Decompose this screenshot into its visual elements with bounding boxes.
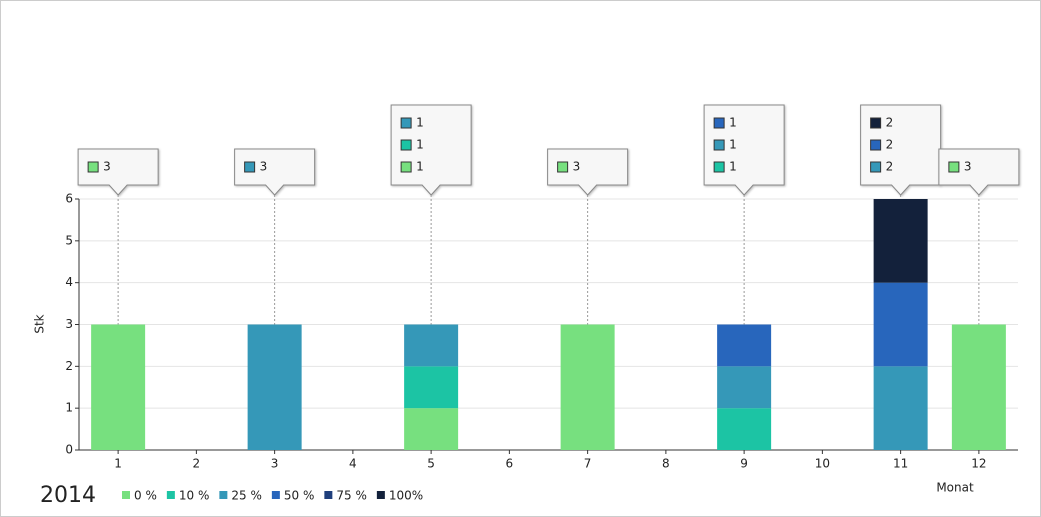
tooltip-swatch — [713, 161, 725, 173]
data-label: 2 — [886, 138, 894, 152]
tooltip-box — [77, 148, 159, 196]
tooltip: 1 1 1 — [703, 104, 785, 196]
bar-segment — [717, 408, 772, 450]
x-tick-label: 6 — [506, 457, 514, 471]
legend-label: 0 % — [134, 489, 157, 503]
bar-segment — [247, 324, 302, 450]
legend-swatch — [376, 491, 385, 499]
tooltip: 1 1 1 — [390, 104, 472, 196]
tooltip-swatch — [87, 161, 99, 173]
bar-segment — [873, 199, 928, 283]
x-tick-label: 5 — [427, 457, 435, 471]
tooltip-swatch — [870, 117, 882, 129]
legend-swatch — [166, 491, 175, 499]
bar-segment — [951, 324, 1006, 450]
legend-label: 10 % — [179, 489, 210, 503]
x-axis-label: Monat — [936, 481, 974, 495]
data-label: 3 — [260, 160, 268, 174]
data-label: 1 — [729, 138, 737, 152]
data-label: 1 — [729, 160, 737, 174]
x-tick-label: 12 — [971, 457, 986, 471]
y-tick-label: 3 — [65, 317, 73, 331]
x-tick-label: 9 — [740, 457, 748, 471]
y-tick-label: 5 — [65, 233, 73, 247]
x-tick-label: 2 — [193, 457, 201, 471]
data-label: 3 — [103, 160, 111, 174]
y-tick-label: 6 — [65, 192, 73, 206]
data-label: 2 — [886, 116, 894, 130]
tooltip-swatch — [400, 161, 412, 173]
tooltip-swatch — [713, 139, 725, 151]
tooltip-swatch — [244, 161, 256, 173]
data-label: 1 — [729, 116, 737, 130]
legend-swatch — [122, 491, 130, 499]
bar-segment — [717, 366, 772, 409]
data-label: 3 — [964, 160, 972, 174]
legend-swatch — [219, 491, 228, 499]
bar-segment — [404, 408, 459, 450]
bar-segment — [404, 366, 459, 409]
data-label: 1 — [416, 116, 424, 130]
tooltip: 3 — [547, 148, 629, 196]
tooltip-swatch — [557, 161, 569, 173]
tooltip-swatch — [948, 161, 960, 173]
data-label: 1 — [416, 138, 424, 152]
y-tick-label: 2 — [65, 359, 73, 373]
data-label: 1 — [416, 160, 424, 174]
legend-label: 75 % — [336, 489, 367, 503]
tooltip: 2 2 2 — [860, 104, 942, 196]
x-tick-label: 4 — [349, 457, 357, 471]
tooltip-swatch — [400, 139, 412, 151]
tooltip-swatch — [400, 117, 412, 129]
tooltip: 3 — [234, 148, 316, 196]
y-tick-label: 1 — [65, 401, 73, 415]
tooltip-swatch — [870, 139, 882, 151]
x-tick-label: 11 — [893, 457, 908, 471]
legend-label: 100% — [389, 489, 423, 503]
x-tick-label: 8 — [662, 457, 670, 471]
bar-segment — [873, 366, 928, 450]
data-label: 3 — [573, 160, 581, 174]
data-label: 2 — [886, 160, 894, 174]
tooltip-swatch — [870, 161, 882, 173]
legend-label: 25 % — [231, 489, 262, 503]
bar-segment — [91, 324, 146, 450]
tooltip-box — [938, 148, 1020, 196]
x-tick-label: 10 — [815, 457, 830, 471]
bar-segment — [560, 324, 615, 450]
bar-segment — [873, 282, 928, 367]
legend-label: 50 % — [284, 489, 315, 503]
bar-segment — [717, 324, 772, 367]
x-tick-label: 1 — [114, 457, 122, 471]
y-tick-label: 4 — [65, 275, 73, 289]
x-tick-label: 3 — [271, 457, 279, 471]
legend-swatch — [271, 491, 280, 499]
tooltip-swatch — [713, 117, 725, 129]
tooltip: 3 — [938, 148, 1020, 196]
tooltip: 3 — [77, 148, 159, 196]
tooltip-box — [234, 148, 316, 196]
y-axis-label: Stk — [33, 314, 47, 333]
legend-swatch — [324, 491, 333, 499]
tooltip-box — [547, 148, 629, 196]
legend-title: 2014 — [40, 483, 96, 508]
y-tick-label: 0 — [65, 443, 73, 457]
bar-segment — [404, 324, 459, 367]
x-tick-label: 7 — [584, 457, 592, 471]
